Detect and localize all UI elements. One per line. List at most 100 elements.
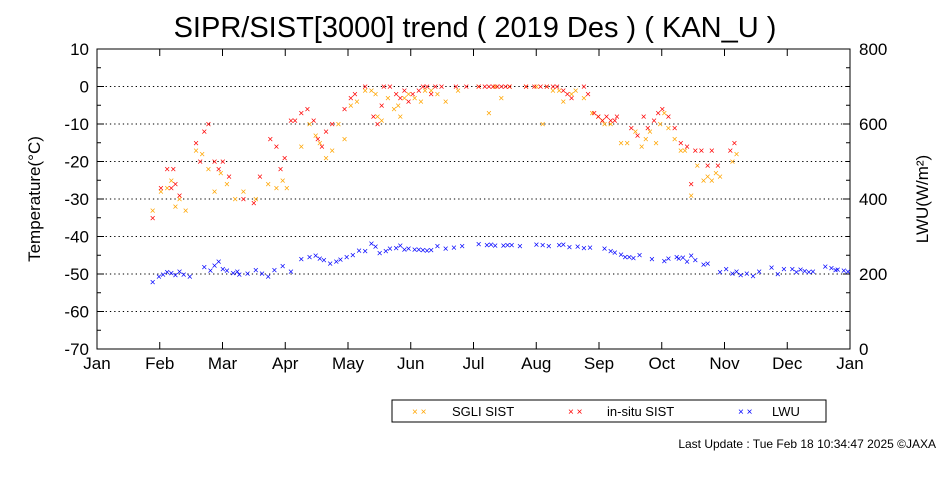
- insitu-sist-point: ×: [538, 82, 544, 93]
- insitu-sist-point: ×: [666, 112, 672, 123]
- lwu-point: ×: [383, 246, 389, 257]
- sgli-sist-point: ×: [443, 97, 449, 108]
- insitu-sist-point: ×: [585, 90, 591, 101]
- sgli-sist-point: ×: [672, 135, 678, 146]
- sgli-sist-point: ×: [362, 86, 368, 97]
- legend-label: LWU: [772, 404, 800, 419]
- lwu-point: ×: [280, 262, 286, 273]
- legend-marker: × ×: [738, 407, 753, 418]
- insitu-sist-point: ×: [150, 213, 156, 224]
- lwu-point: ×: [234, 267, 240, 278]
- insitu-sist-point: ×: [608, 116, 614, 127]
- insitu-sist-point: ×: [393, 90, 399, 101]
- insitu-sist-point: ×: [319, 142, 325, 153]
- lwu-point: ×: [373, 242, 379, 253]
- lwu-point: ×: [393, 243, 399, 254]
- lwu-point: ×: [424, 246, 430, 257]
- sgli-sist-point: ×: [375, 112, 381, 123]
- sgli-sist-point: ×: [595, 112, 601, 123]
- sgli-sist-point: ×: [643, 135, 649, 146]
- insitu-sist-point: ×: [709, 146, 715, 157]
- insitu-sist-point: ×: [305, 105, 311, 116]
- sgli-sist-point: ×: [624, 138, 630, 149]
- y-tick-label: -10: [64, 115, 89, 134]
- lwu-point: ×: [428, 246, 434, 257]
- sgli-sist-point: ×: [323, 153, 329, 164]
- x-tick-label: Apr: [272, 354, 299, 373]
- sgli-sist-point: ×: [395, 101, 401, 112]
- insitu-sist-point: ×: [201, 127, 207, 138]
- insitu-sist-point: ×: [705, 161, 711, 172]
- insitu-sist-point: ×: [387, 82, 393, 93]
- insitu-sist-point: ×: [278, 165, 284, 176]
- insitu-sist-point: ×: [298, 108, 304, 119]
- lwu-point: ×: [488, 240, 494, 251]
- lwu-point: ×: [327, 259, 333, 270]
- sgli-sist-point: ×: [354, 97, 360, 108]
- sgli-sist-point: ×: [199, 150, 205, 161]
- lwu-point: ×: [459, 241, 465, 252]
- lwu-point: ×: [744, 269, 750, 280]
- insitu-sist-point: ×: [193, 138, 199, 149]
- sgli-sist-point: ×: [342, 135, 348, 146]
- chart-title: SIPR/SIST[3000] trend ( 2019 Des ) ( KAN…: [174, 12, 777, 44]
- lwu-point: ×: [546, 241, 552, 252]
- insitu-sist-point: ×: [463, 82, 469, 93]
- insitu-sist-point: ×: [595, 112, 601, 123]
- lwu-point: ×: [406, 244, 412, 255]
- insitu-sist-point: ×: [241, 195, 247, 206]
- sgli-sist-point: ×: [205, 165, 211, 176]
- lwu-point: ×: [230, 268, 236, 279]
- sgli-sist-point: ×: [313, 131, 319, 142]
- sgli-sist-point: ×: [729, 157, 735, 168]
- legend: × × SGLI SIST × × in-situ SIST × × LWU: [391, 399, 827, 423]
- insitu-sist-point: ×: [486, 82, 492, 93]
- insitu-sist-point: ×: [329, 120, 335, 131]
- insitu-sist-point: ×: [550, 82, 556, 93]
- lwu-point: ×: [416, 245, 422, 256]
- insitu-sist-point: ×: [628, 123, 634, 134]
- sgli-sist-point: ×: [391, 105, 397, 116]
- insitu-sist-point: ×: [655, 108, 661, 119]
- legend-entry: × × SGLI SIST: [412, 404, 514, 419]
- insitu-sist-point: ×: [439, 82, 445, 93]
- insitu-sist-point: ×: [490, 82, 496, 93]
- sgli-sist-point: ×: [540, 120, 546, 131]
- lwu-point: ×: [835, 265, 841, 276]
- lwu-point: ×: [177, 267, 183, 278]
- lwu-point: ×: [729, 269, 735, 280]
- insitu-sist-point: ×: [732, 138, 738, 149]
- grid-lines: [97, 86, 850, 312]
- x-tick-label: May: [332, 354, 365, 373]
- lwu-point: ×: [608, 247, 614, 258]
- lwu-point: ×: [618, 250, 624, 261]
- sgli-sist-point: ×: [713, 168, 719, 179]
- insitu-sist-point: ×: [288, 116, 294, 127]
- sgli-sist-point: ×: [418, 97, 424, 108]
- insitu-sist-point: ×: [699, 146, 705, 157]
- insitu-sist-point: ×: [498, 82, 504, 93]
- legend-label: SGLI SIST: [452, 404, 514, 419]
- lwu-point: ×: [156, 272, 162, 283]
- insitu-sist-point: ×: [560, 86, 566, 97]
- lwu-point: ×: [313, 251, 319, 262]
- x-tick-label: Feb: [145, 354, 174, 373]
- insitu-sist-point: ×: [371, 112, 377, 123]
- insitu-sist-point: ×: [684, 142, 690, 153]
- insitu-sist-point: ×: [688, 180, 694, 191]
- x-tick-label: Sep: [584, 354, 614, 373]
- sgli-sist-point: ×: [639, 142, 645, 153]
- lwu-point: ×: [789, 264, 795, 275]
- sgli-sist-point: ×: [556, 86, 562, 97]
- insitu-sist-point: ×: [424, 82, 430, 93]
- sgli-sist-point: ×: [307, 120, 313, 131]
- lwu-point: ×: [288, 267, 294, 278]
- sgli-sist-point: ×: [560, 97, 566, 108]
- lwu-point: ×: [181, 270, 187, 281]
- insitu-sist-point: ×: [212, 157, 218, 168]
- insitu-sist-point: ×: [645, 123, 651, 134]
- lwu-point: ×: [612, 248, 618, 259]
- lwu-point: ×: [344, 253, 350, 264]
- y2-tick-label: 600: [859, 115, 887, 134]
